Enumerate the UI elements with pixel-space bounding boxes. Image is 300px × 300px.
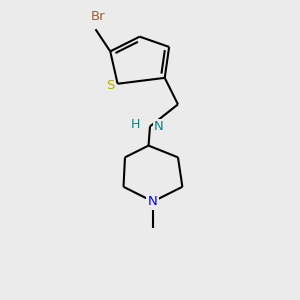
Text: S: S bbox=[106, 79, 114, 92]
Text: H: H bbox=[131, 118, 141, 130]
Text: Br: Br bbox=[91, 11, 106, 23]
Text: N: N bbox=[154, 120, 163, 133]
Text: N: N bbox=[148, 195, 158, 208]
